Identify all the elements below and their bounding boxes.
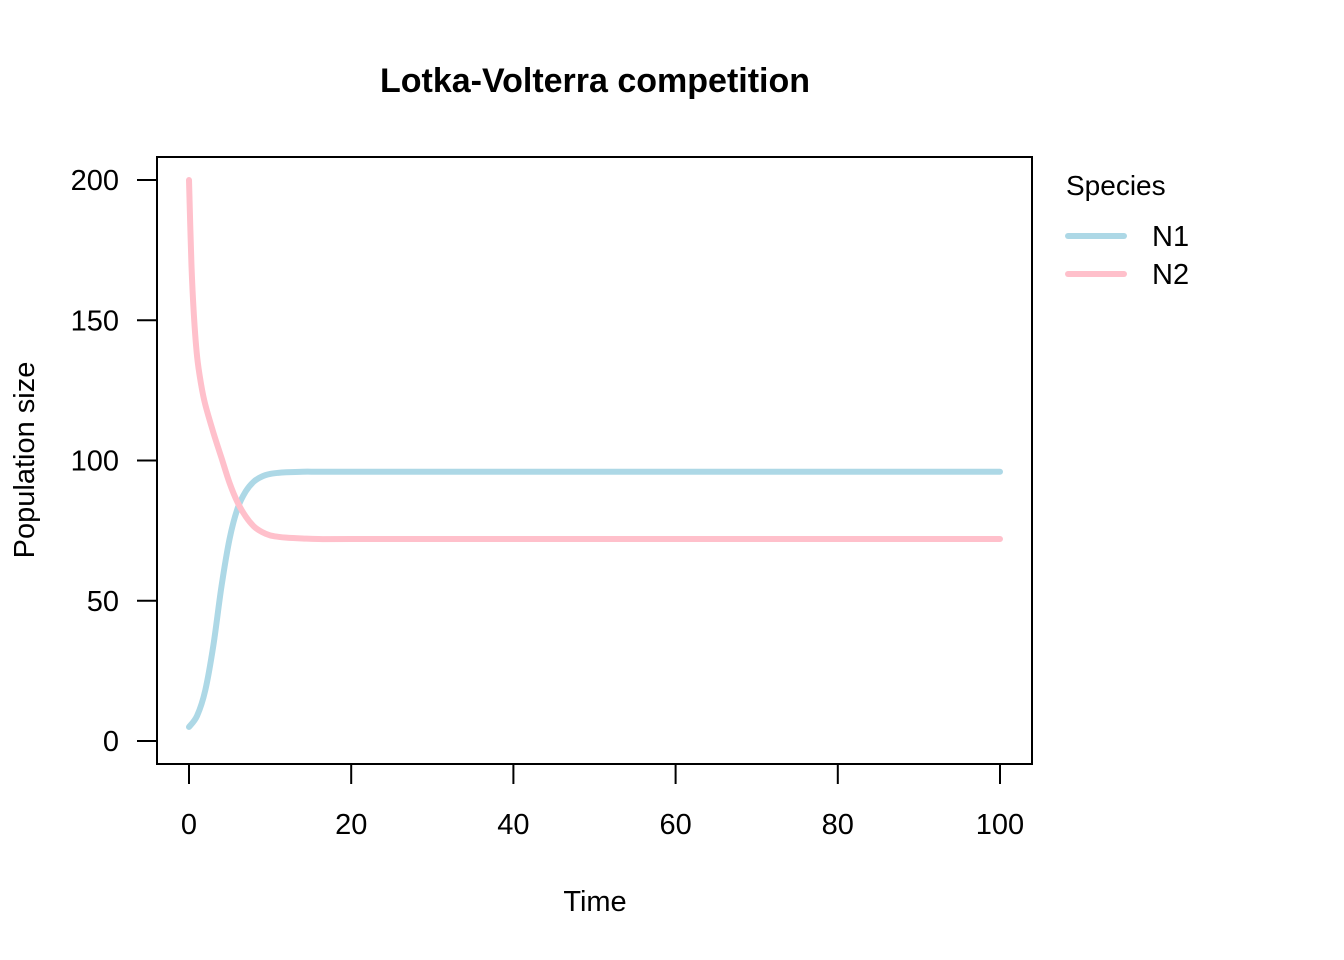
x-tick-label: 100 xyxy=(976,809,1024,841)
series-line-n2 xyxy=(186,177,1003,543)
x-axis: 0 20 40 60 80 100 xyxy=(181,763,1024,841)
legend-label-n2: N2 xyxy=(1152,259,1189,291)
y-tick-label: 200 xyxy=(71,165,119,197)
legend: Species N1 N2 xyxy=(1065,170,1189,291)
x-axis-label: Time xyxy=(563,886,626,918)
legend-label-n1: N1 xyxy=(1152,221,1189,253)
y-axis-label: Population size xyxy=(9,362,41,559)
x-tick-label: 80 xyxy=(822,809,854,841)
y-tick-label: 100 xyxy=(71,446,119,478)
x-tick-label: 20 xyxy=(335,809,367,841)
y-tick-label: 0 xyxy=(103,726,119,758)
x-tick-label: 0 xyxy=(181,809,197,841)
y-axis: 0 50 100 150 200 xyxy=(71,165,158,758)
x-tick-label: 60 xyxy=(659,809,691,841)
y-tick-label: 150 xyxy=(71,305,119,337)
y-tick-label: 50 xyxy=(87,586,119,618)
series-line-n1 xyxy=(186,468,1003,730)
x-tick-label: 40 xyxy=(497,809,529,841)
plot-frame xyxy=(156,156,1033,765)
legend-title: Species xyxy=(1066,170,1166,201)
plot-lines xyxy=(186,177,1003,730)
chart-title: Lotka-Volterra competition xyxy=(380,62,810,100)
